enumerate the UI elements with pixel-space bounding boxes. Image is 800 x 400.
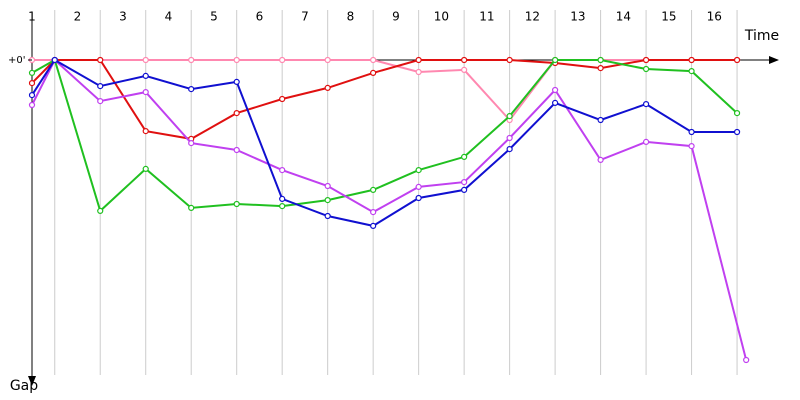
data-point: [597, 116, 604, 124]
data-point: [552, 56, 559, 64]
data-point: [97, 207, 104, 214]
x-tick-label: 16: [707, 10, 722, 24]
data-point: [142, 72, 149, 80]
data-point: [97, 82, 104, 90]
series-line: [31, 58, 738, 213]
x-tick-label: 14: [616, 10, 631, 24]
x-tick-label: 12: [525, 10, 540, 24]
x-tick-label: 8: [347, 10, 355, 24]
data-point: [142, 165, 149, 172]
series-line: [31, 58, 738, 227]
data-point: [688, 143, 695, 150]
data-point: [142, 88, 149, 96]
data-point: [324, 182, 331, 190]
data-point: [552, 86, 559, 94]
data-point: [642, 56, 650, 64]
data-point: [506, 56, 513, 64]
data-point: [642, 138, 650, 145]
data-point: [142, 56, 149, 64]
data-point: [188, 204, 195, 211]
x-tick-label: 6: [256, 10, 264, 24]
data-point: [28, 101, 36, 109]
data-point: [279, 95, 286, 103]
series-line: [31, 58, 748, 361]
x-tick-label: 4: [165, 10, 173, 24]
y-tick-label: +0': [8, 55, 26, 66]
data-point: [188, 56, 195, 64]
grid: [54, 10, 738, 375]
data-point: [370, 222, 377, 229]
data-point: [461, 66, 468, 74]
data-point: [461, 153, 468, 160]
data-point: [506, 134, 513, 142]
data-point: [233, 200, 240, 208]
data-point: [370, 56, 377, 64]
data-point: [370, 69, 377, 77]
data-point: [188, 85, 195, 93]
data-point: [461, 186, 468, 193]
data-point: [688, 128, 695, 136]
data-point: [370, 186, 377, 193]
x-axis-label: Time: [744, 28, 779, 44]
data-point: [370, 209, 377, 216]
data-point: [597, 156, 604, 163]
data-point: [642, 100, 650, 108]
data-point: [415, 68, 422, 76]
data-point: [51, 56, 58, 64]
data-point: [28, 69, 36, 77]
data-point: [642, 65, 650, 73]
data-point: [415, 56, 422, 64]
x-tick-label: 9: [392, 10, 400, 24]
data-point: [506, 146, 513, 153]
data-point: [233, 146, 240, 154]
data-point: [279, 56, 286, 64]
data-point: [28, 91, 36, 99]
data-point: [415, 194, 422, 202]
x-tick-label: 7: [301, 10, 309, 24]
data-point: [415, 167, 422, 174]
data-point: [324, 212, 331, 220]
data-point: [552, 99, 559, 107]
data-point: [97, 56, 104, 64]
data-point: [733, 56, 741, 64]
x-tick-label: 10: [434, 10, 449, 24]
x-tick-label: 1: [28, 10, 36, 24]
data-point: [461, 179, 468, 186]
x-tick-label: 15: [661, 10, 676, 24]
y-axis-label: Gap: [10, 378, 38, 394]
x-tick-label: 2: [74, 10, 82, 24]
x-tick-label: 5: [210, 10, 218, 24]
data-point: [597, 64, 604, 72]
data-point: [415, 183, 422, 190]
series-group: [28, 56, 750, 364]
data-point: [743, 356, 750, 364]
data-point: [733, 109, 741, 117]
data-point: [506, 112, 513, 120]
data-point: [597, 56, 604, 64]
data-point: [733, 128, 741, 136]
data-point: [279, 203, 286, 210]
data-point: [28, 79, 36, 87]
data-point: [97, 97, 104, 105]
data-point: [688, 56, 695, 64]
x-tick-label: 13: [570, 10, 585, 24]
data-point: [188, 140, 195, 147]
data-point: [324, 56, 331, 64]
data-point: [688, 67, 695, 75]
data-point: [233, 109, 240, 117]
data-point: [142, 128, 149, 135]
data-point: [324, 84, 331, 92]
series-line: [31, 59, 738, 140]
data-point: [233, 56, 240, 64]
data-point: [461, 56, 468, 64]
x-tick-label: 3: [119, 10, 127, 24]
data-point: [324, 197, 331, 204]
x-tick-label: 11: [479, 10, 494, 24]
data-point: [279, 167, 286, 174]
data-point: [233, 78, 240, 86]
data-point: [279, 195, 286, 202]
